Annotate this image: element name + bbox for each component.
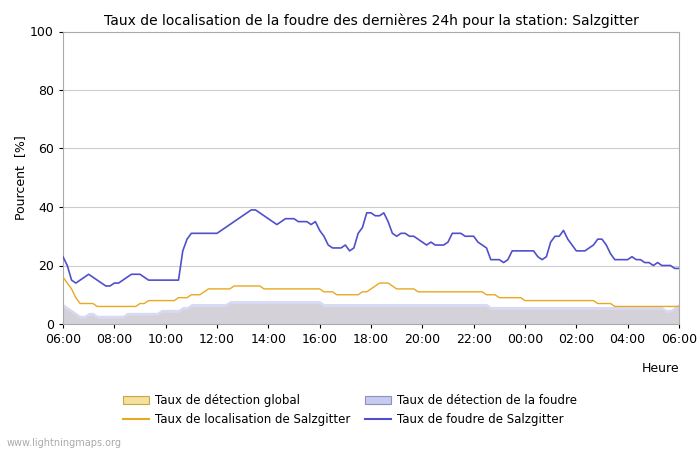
Text: Heure: Heure xyxy=(641,362,679,375)
Text: www.lightningmaps.org: www.lightningmaps.org xyxy=(7,438,122,448)
Y-axis label: Pourcent  [%]: Pourcent [%] xyxy=(14,135,27,220)
Legend: Taux de détection global, Taux de localisation de Salzgitter, Taux de détection : Taux de détection global, Taux de locali… xyxy=(123,394,577,426)
Title: Taux de localisation de la foudre des dernières 24h pour la station: Salzgitter: Taux de localisation de la foudre des de… xyxy=(104,13,638,27)
